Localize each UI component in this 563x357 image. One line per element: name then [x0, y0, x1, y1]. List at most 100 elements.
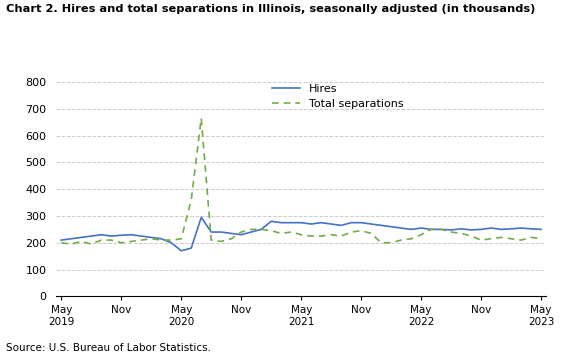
Hires [148, 235, 155, 240]
Hires [318, 221, 325, 225]
Hires [118, 233, 124, 237]
Hires [488, 226, 494, 230]
Hires [378, 223, 385, 227]
Total separations [128, 239, 135, 243]
Hires [78, 235, 84, 240]
Hires [58, 238, 65, 242]
Hires [108, 234, 115, 238]
Total separations [298, 233, 305, 237]
Total separations [228, 237, 235, 241]
Total separations [398, 238, 405, 242]
Total separations [208, 238, 215, 242]
Hires [228, 231, 235, 236]
Total separations [448, 230, 454, 234]
Hires [268, 219, 275, 223]
Total separations [248, 227, 254, 231]
Total separations [318, 234, 325, 238]
Hires [278, 221, 284, 225]
Hires [308, 222, 315, 226]
Total separations [188, 198, 195, 202]
Total separations [508, 237, 515, 241]
Total separations [408, 237, 414, 241]
Total separations [268, 228, 275, 233]
Hires [128, 233, 135, 237]
Total separations [148, 237, 155, 241]
Total separations [328, 233, 334, 237]
Hires [448, 228, 454, 232]
Hires [458, 227, 464, 231]
Hires [98, 233, 105, 237]
Hires [218, 230, 225, 234]
Hires [358, 221, 365, 225]
Hires [498, 227, 504, 231]
Text: Chart 2. Hires and total separations in Illinois, seasonally adjusted (in thousa: Chart 2. Hires and total separations in … [6, 4, 535, 14]
Line: Hires: Hires [61, 217, 541, 251]
Total separations [108, 238, 115, 242]
Total separations [478, 238, 485, 242]
Total separations [178, 237, 185, 241]
Hires [208, 230, 215, 234]
Hires [338, 223, 345, 227]
Total separations [158, 238, 164, 242]
Hires [198, 215, 204, 220]
Total separations [88, 242, 95, 246]
Legend: Hires, Total separations: Hires, Total separations [272, 84, 404, 109]
Hires [328, 222, 334, 226]
Total separations [388, 241, 395, 245]
Hires [88, 234, 95, 238]
Total separations [98, 238, 105, 242]
Hires [508, 227, 515, 231]
Hires [368, 222, 374, 226]
Text: Source: U.S. Bureau of Labor Statistics.: Source: U.S. Bureau of Labor Statistics. [6, 343, 211, 353]
Total separations [518, 238, 525, 242]
Hires [168, 241, 175, 245]
Hires [418, 226, 425, 230]
Hires [158, 237, 164, 241]
Total separations [468, 234, 475, 238]
Hires [348, 221, 355, 225]
Hires [258, 227, 265, 231]
Total separations [358, 228, 365, 233]
Total separations [538, 237, 544, 241]
Hires [248, 230, 254, 234]
Total separations [378, 241, 385, 245]
Hires [428, 227, 435, 231]
Hires [528, 227, 534, 231]
Total separations [168, 238, 175, 242]
Total separations [198, 116, 204, 120]
Hires [138, 234, 145, 238]
Total separations [238, 230, 244, 234]
Total separations [278, 231, 284, 236]
Total separations [438, 227, 445, 231]
Total separations [348, 230, 355, 234]
Hires [518, 226, 525, 230]
Total separations [338, 234, 345, 238]
Line: Total separations: Total separations [61, 118, 541, 244]
Hires [438, 227, 445, 231]
Hires [238, 233, 244, 237]
Total separations [218, 239, 225, 243]
Total separations [498, 235, 504, 240]
Total separations [78, 239, 84, 243]
Hires [478, 227, 485, 231]
Total separations [418, 233, 425, 237]
Hires [408, 227, 414, 231]
Total separations [428, 227, 435, 231]
Total separations [288, 230, 294, 234]
Total separations [308, 234, 315, 238]
Total separations [58, 241, 65, 245]
Total separations [118, 241, 124, 245]
Total separations [368, 231, 374, 236]
Hires [388, 225, 395, 229]
Hires [188, 246, 195, 250]
Hires [398, 226, 405, 230]
Hires [538, 227, 544, 231]
Total separations [528, 235, 534, 240]
Hires [298, 221, 305, 225]
Total separations [458, 231, 464, 236]
Total separations [488, 237, 494, 241]
Total separations [258, 227, 265, 231]
Hires [68, 237, 75, 241]
Hires [288, 221, 294, 225]
Hires [178, 248, 185, 253]
